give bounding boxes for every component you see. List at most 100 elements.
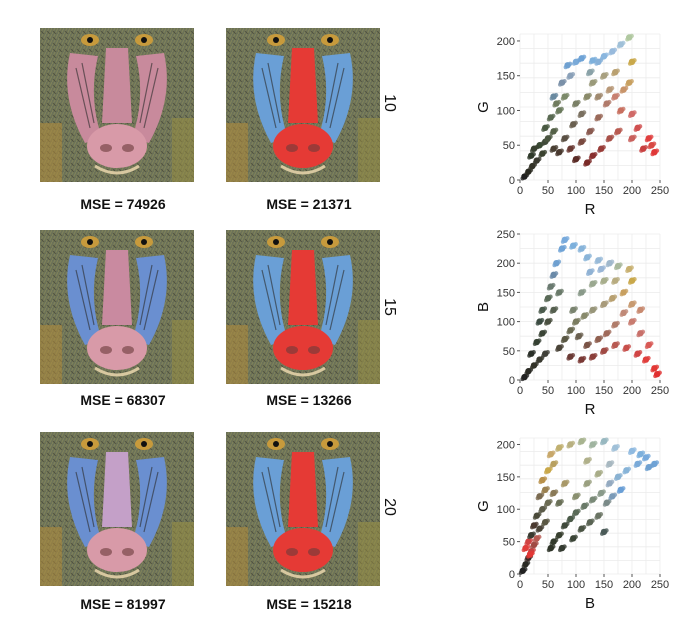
x-tick-label: 200 xyxy=(623,385,641,397)
scatter-point xyxy=(541,141,546,146)
scatter-point xyxy=(639,148,644,153)
scatter-point xyxy=(611,96,616,101)
scatter-point xyxy=(602,502,607,507)
scatter-point xyxy=(572,159,576,164)
scatter-point xyxy=(609,134,615,139)
scatter-point xyxy=(594,473,599,478)
scatter-point xyxy=(594,117,599,122)
scatter-point xyxy=(628,450,632,455)
scatter-point xyxy=(551,282,556,288)
scatter-point xyxy=(549,463,554,468)
scatter-point xyxy=(628,280,632,285)
scatter-point xyxy=(555,152,560,157)
scatter-point xyxy=(566,444,571,449)
scatter-point xyxy=(637,460,643,465)
scatter-point xyxy=(545,124,550,129)
scatter-point xyxy=(580,315,585,320)
scatter-point xyxy=(535,359,540,364)
scatter-point xyxy=(636,309,641,314)
scatter-point xyxy=(597,148,602,153)
scatter-point xyxy=(598,335,604,340)
mandrill-image-row3-left xyxy=(40,432,194,586)
scatter-point xyxy=(623,309,629,314)
scatter-point xyxy=(628,113,632,118)
scatter-point xyxy=(647,145,652,150)
scatter-point xyxy=(600,531,604,536)
scatter-point xyxy=(581,110,587,115)
scatter-point xyxy=(605,263,610,268)
y-tick-label: 200 xyxy=(497,258,515,270)
scatter-point xyxy=(541,353,546,358)
scatter-point xyxy=(565,92,570,98)
y-tick-label: 0 xyxy=(509,375,515,387)
scatter-point xyxy=(576,508,581,514)
scatter-point xyxy=(629,33,634,39)
scatter-point xyxy=(598,469,604,475)
y-tick-label: 50 xyxy=(503,346,515,358)
x-tick-label: 0 xyxy=(517,185,523,197)
scatter-point xyxy=(598,256,604,261)
scatter-point xyxy=(580,506,585,510)
scatter-point xyxy=(642,457,646,462)
x-axis-label: R xyxy=(585,401,596,418)
scatter-point xyxy=(525,544,531,549)
scatter-point xyxy=(619,292,624,297)
scatter-point xyxy=(577,359,582,364)
mse-label-row1-left: MSE = 74926 xyxy=(80,196,166,212)
scatter-point xyxy=(577,113,582,118)
scatter-point xyxy=(572,61,576,66)
scatter-point xyxy=(594,61,599,66)
scatter-point xyxy=(560,525,565,530)
scatter-point xyxy=(576,99,581,105)
scatter-point xyxy=(583,96,588,101)
scatter-point xyxy=(537,338,542,343)
scatter-point xyxy=(602,333,607,338)
row-label-20: 20 xyxy=(381,498,398,516)
scatter-plot-bg: 0 50 100 150 200 250 0 50 100 150 200 B G xyxy=(475,432,669,612)
scatter-point xyxy=(570,515,576,520)
scatter-point xyxy=(530,365,534,370)
scatter-point xyxy=(573,241,578,247)
scatter-point xyxy=(539,317,545,323)
scatter-point xyxy=(587,158,592,164)
scatter-point xyxy=(520,176,525,181)
scatter-point xyxy=(594,515,599,520)
scatter-point xyxy=(530,544,534,549)
scatter-point xyxy=(537,156,542,162)
y-tick-label: 0 xyxy=(509,175,515,187)
scatter-point xyxy=(546,117,551,122)
scatter-point xyxy=(633,353,638,358)
scatter-point xyxy=(577,441,582,446)
scatter-point xyxy=(598,92,604,98)
scatter-point xyxy=(531,151,536,157)
scatter-point xyxy=(560,483,565,488)
scatter-point xyxy=(609,460,615,465)
scatter-point xyxy=(618,127,623,133)
scatter-point xyxy=(587,341,592,346)
mandrill-image-row3-right xyxy=(226,432,380,586)
scatter-point xyxy=(576,317,581,323)
scatter-point xyxy=(588,283,593,288)
y-tick-label: 100 xyxy=(497,105,515,117)
scatter-point xyxy=(566,148,571,153)
scatter-point xyxy=(535,528,540,533)
scatter-point xyxy=(649,134,654,139)
scatter-point xyxy=(535,321,540,326)
scatter-point xyxy=(604,347,609,352)
scatter-point xyxy=(548,317,553,323)
scatter-point xyxy=(607,329,612,334)
scatter-point xyxy=(555,110,560,115)
scatter-point xyxy=(534,145,539,150)
scatter-point xyxy=(542,329,548,334)
scatter-point xyxy=(586,271,590,276)
scatter-point xyxy=(633,463,638,468)
scatter-point xyxy=(657,370,662,375)
scatter-point xyxy=(577,292,582,297)
scatter-point xyxy=(521,564,526,569)
x-tick-label: 100 xyxy=(567,385,585,397)
scatter-point xyxy=(560,339,565,344)
scatter-point xyxy=(594,96,599,101)
scatter-point xyxy=(632,277,637,282)
scatter-point xyxy=(628,61,632,66)
mandrill-image-row2-left xyxy=(40,230,194,384)
